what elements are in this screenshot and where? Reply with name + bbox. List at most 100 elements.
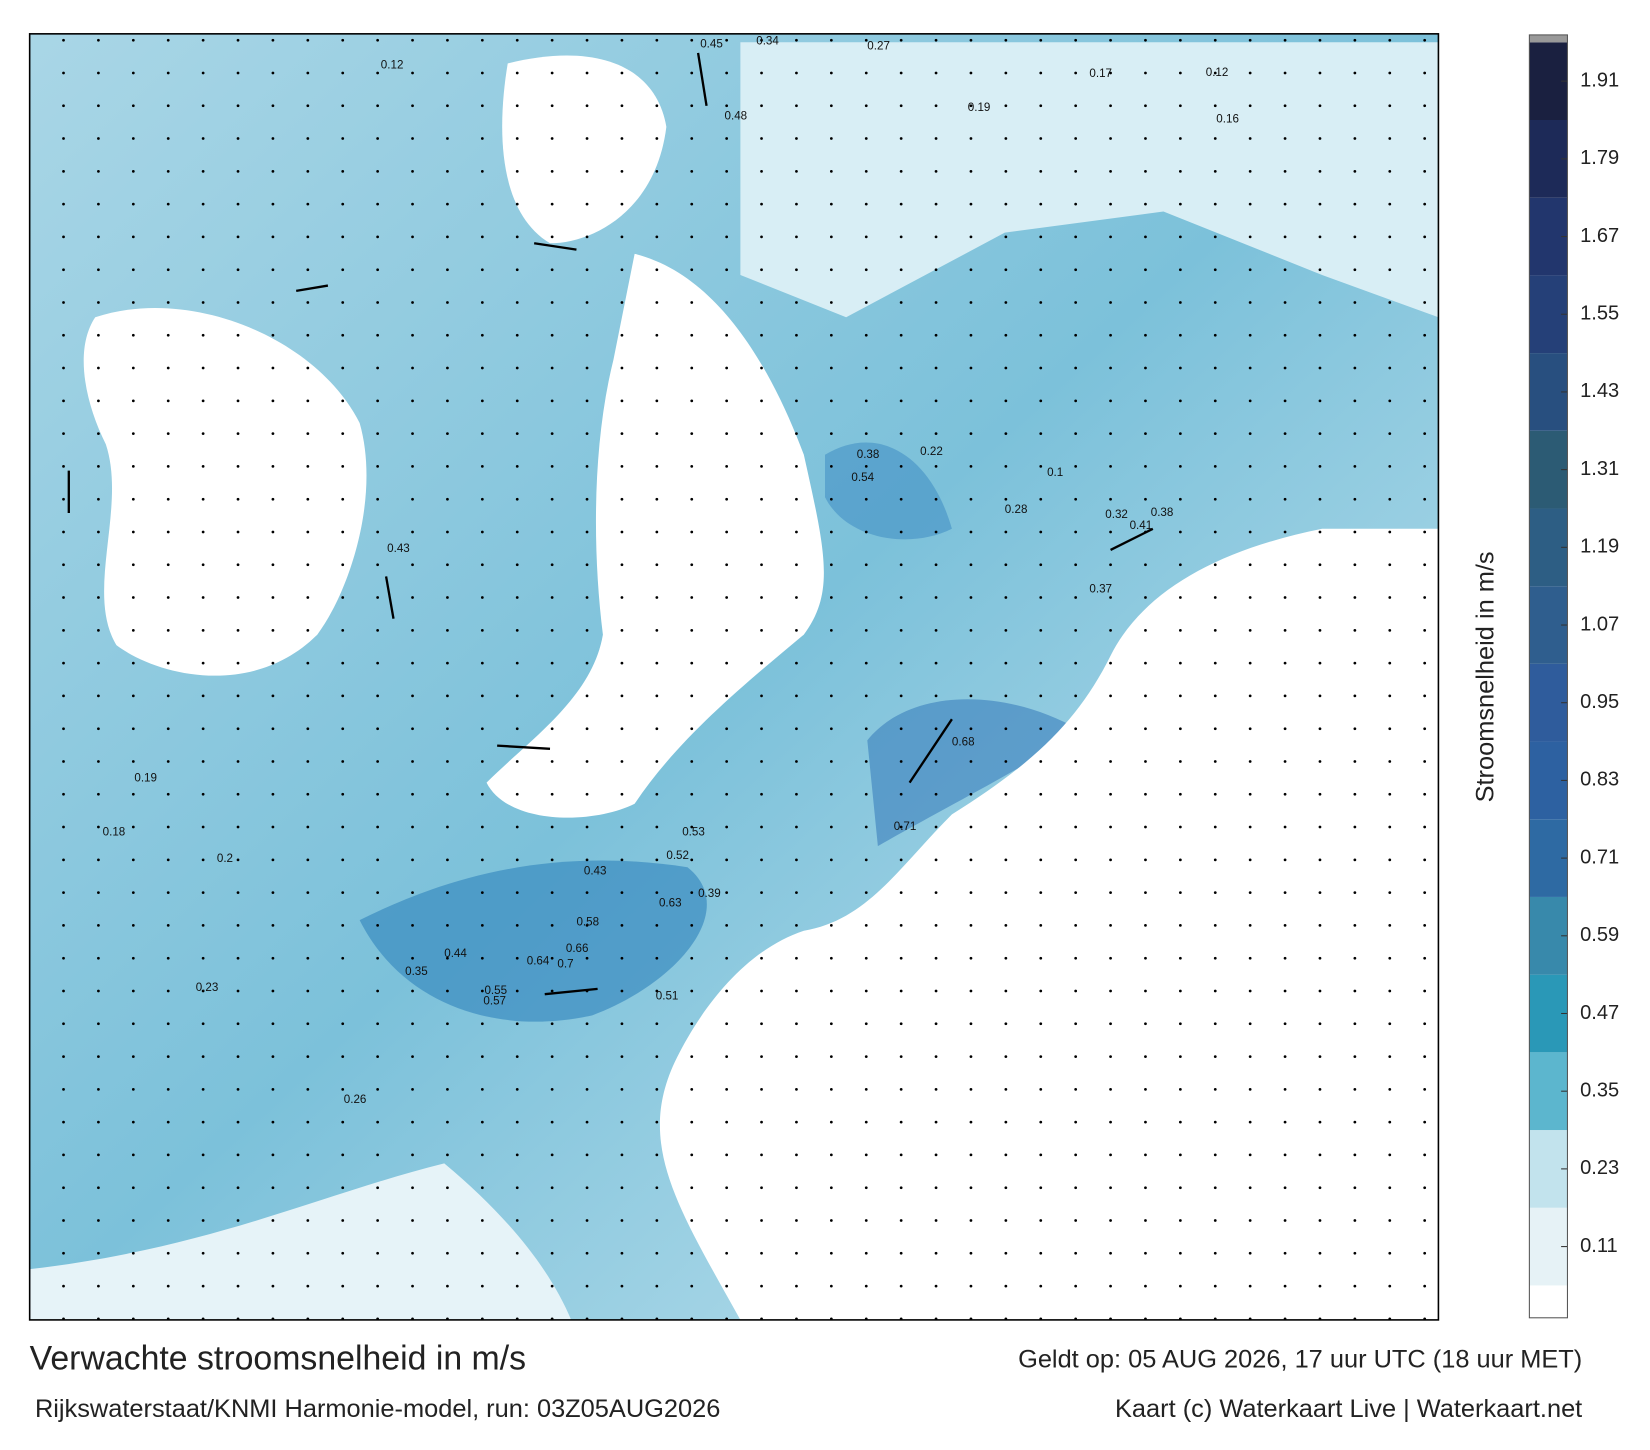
grid-dot: [306, 169, 310, 173]
grid-dot: [1074, 268, 1078, 272]
grid-dot: [1074, 71, 1078, 75]
grid-dot: [1144, 989, 1147, 993]
grid-dot: [1353, 399, 1357, 403]
grid-dot: [1039, 169, 1043, 173]
grid-dot: [1283, 1284, 1287, 1288]
grid-dot: [760, 38, 763, 42]
grid-dot: [1318, 1186, 1322, 1190]
grid-dot: [271, 1153, 275, 1157]
grid-dot: [306, 956, 310, 960]
grid-dot: [1283, 1087, 1287, 1091]
grid-dot: [1144, 465, 1147, 468]
grid-dot: [620, 202, 624, 206]
grid-dot: [446, 465, 449, 468]
grid-dot: [550, 71, 554, 75]
grid-dot: [1423, 1284, 1427, 1288]
grid-dot: [829, 563, 833, 567]
grid-dot: [899, 202, 903, 206]
grid-dot: [585, 727, 589, 731]
grid-dot: [446, 628, 449, 632]
grid-dot: [1039, 628, 1043, 632]
grid-dot: [271, 727, 275, 731]
channel: [359, 860, 707, 1022]
grid-dot: [550, 628, 554, 632]
grid-dot: [969, 563, 973, 567]
grid-dot: [1388, 1022, 1392, 1026]
grid-dot: [166, 1055, 170, 1058]
grid-dot: [1353, 497, 1357, 501]
speed-label: 0.38: [1151, 506, 1174, 519]
grid-dot: [376, 891, 380, 895]
grid-dot: [1353, 268, 1357, 272]
grid-dot: [829, 268, 833, 272]
grid-dot: [934, 530, 938, 534]
grid-dot: [341, 1087, 345, 1091]
grid-dot: [655, 989, 659, 993]
colorbar-tick-label: 0.23: [1580, 1157, 1619, 1179]
grid-dot: [760, 104, 763, 108]
grid-dot: [969, 858, 973, 862]
grid-dot: [515, 169, 519, 173]
grid-dot: [166, 268, 170, 272]
grid-dot: [1318, 628, 1322, 632]
grid-dot: [899, 268, 903, 272]
grid-dot: [480, 792, 484, 796]
grid-dot: [795, 169, 798, 173]
grid-dot: [1144, 694, 1147, 698]
grid-dot: [1388, 792, 1392, 796]
grid-dot: [1318, 1219, 1322, 1222]
grid-dot: [236, 1186, 240, 1190]
grid-dot: [620, 956, 624, 960]
grid-dot: [166, 858, 170, 862]
grid-dot: [1109, 432, 1112, 436]
grid-dot: [969, 1087, 973, 1091]
grid-dot: [201, 858, 205, 862]
speed-label: 0.48: [725, 110, 748, 123]
grid-dot: [480, 1219, 484, 1222]
grid-dot: [480, 268, 484, 272]
grid-dot: [480, 989, 484, 993]
grid-dot: [1248, 1055, 1252, 1058]
grid-dot: [1423, 924, 1427, 927]
grid-dot: [1353, 465, 1357, 468]
grid-dot: [1109, 661, 1112, 665]
grid-dot: [550, 858, 554, 862]
grid-dot: [829, 858, 833, 862]
grid-dot: [376, 1153, 380, 1157]
grid-dot: [236, 825, 240, 829]
grid-dot: [236, 760, 240, 763]
grid-dot: [411, 891, 414, 895]
grid-dot: [899, 137, 903, 140]
grid-dot: [131, 530, 135, 534]
grid-dot: [550, 1186, 554, 1190]
grid-dot: [1353, 694, 1357, 698]
grid-dot: [969, 497, 973, 501]
grid-dot: [62, 760, 65, 763]
grid-dot: [1318, 399, 1322, 403]
grid-dot: [1423, 891, 1427, 895]
grid-dot: [515, 1251, 519, 1255]
grid-dot: [62, 858, 65, 862]
grid-dot: [271, 596, 275, 599]
grid-dot: [271, 1251, 275, 1255]
grid-dot: [1178, 104, 1182, 108]
grid-dot: [480, 1087, 484, 1091]
grid-dot: [1318, 104, 1322, 108]
grid-dot: [1213, 858, 1217, 862]
grid-dot: [1004, 71, 1008, 75]
grid-dot: [201, 563, 205, 567]
grid-dot: [1283, 563, 1287, 567]
grid-dot: [201, 760, 205, 763]
grid-dot: [480, 628, 484, 632]
grid-dot: [411, 333, 414, 337]
grid-dot: [1248, 432, 1252, 436]
grid-dot: [585, 497, 589, 501]
grid-dot: [131, 1219, 135, 1222]
grid-dot: [1353, 530, 1357, 534]
colorbar-tick-label: 1.31: [1580, 458, 1619, 480]
grid-dot: [1283, 301, 1287, 304]
grid-dot: [725, 333, 729, 337]
grid-dot: [899, 727, 903, 731]
grid-dot: [725, 1186, 729, 1190]
grid-dot: [341, 727, 345, 731]
